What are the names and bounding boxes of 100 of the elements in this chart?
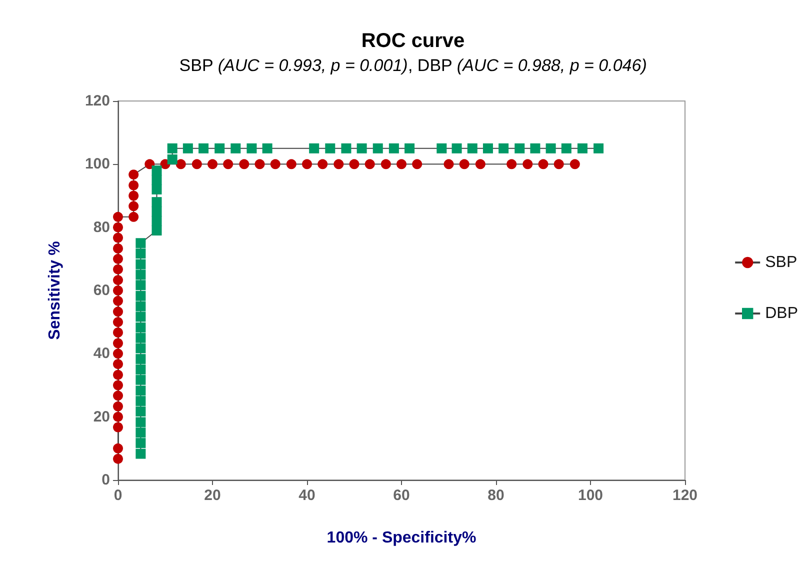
- point: [113, 254, 123, 264]
- point: [113, 370, 123, 380]
- legend-label: SBP: [765, 254, 798, 271]
- point: [136, 438, 146, 448]
- point: [325, 143, 336, 154]
- point: [561, 143, 572, 154]
- point: [136, 280, 146, 290]
- point: [364, 159, 375, 170]
- point: [482, 143, 493, 154]
- point: [136, 248, 146, 259]
- point: [144, 159, 155, 170]
- point: [136, 417, 146, 428]
- y-tick-label: 80: [93, 218, 110, 236]
- point: [136, 448, 146, 459]
- point: [506, 159, 517, 170]
- y-tick-label: 100: [84, 156, 110, 173]
- point: [309, 143, 320, 154]
- point: [113, 232, 123, 243]
- point: [152, 197, 162, 208]
- point: [113, 401, 123, 412]
- chart-subtitle: SBP (AUC = 0.993, p = 0.001), DBP (AUC = 0.988, p = 0.046): [179, 56, 647, 75]
- point: [128, 212, 139, 222]
- point: [113, 317, 123, 328]
- point: [388, 143, 399, 154]
- point: [530, 143, 540, 154]
- point: [113, 412, 123, 422]
- point: [128, 170, 139, 180]
- point: [475, 159, 486, 170]
- point: [167, 154, 178, 164]
- point: [546, 143, 556, 154]
- point: [113, 306, 123, 317]
- point: [459, 159, 470, 170]
- point: [136, 312, 146, 322]
- y-tick-label: 40: [93, 345, 110, 362]
- point: [113, 243, 123, 254]
- point: [113, 390, 123, 401]
- point: [444, 159, 454, 170]
- point: [136, 238, 146, 248]
- point: [372, 143, 383, 154]
- point: [113, 454, 123, 464]
- point: [396, 159, 406, 170]
- point: [208, 159, 218, 170]
- point: [262, 143, 272, 154]
- x-tick-label: 40: [298, 487, 316, 504]
- point: [113, 380, 123, 390]
- point: [136, 290, 146, 301]
- point: [113, 422, 123, 432]
- point: [176, 159, 186, 170]
- point: [136, 428, 146, 438]
- point: [113, 296, 123, 306]
- point: [522, 159, 533, 170]
- point: [467, 143, 478, 154]
- point: [113, 338, 123, 348]
- point: [302, 159, 312, 170]
- point: [270, 159, 280, 170]
- point: [113, 359, 123, 370]
- point: [570, 159, 580, 170]
- point: [436, 143, 447, 154]
- chart-title: ROC curve: [361, 30, 465, 52]
- point: [113, 328, 123, 338]
- point: [152, 165, 162, 176]
- y-tick-label: 20: [93, 408, 110, 426]
- point: [136, 270, 146, 280]
- point: [334, 159, 344, 170]
- point: [198, 143, 209, 154]
- x-tick-label: 120: [672, 487, 698, 504]
- point: [182, 143, 193, 154]
- point: [152, 174, 162, 185]
- point: [113, 212, 123, 222]
- point: [136, 364, 146, 374]
- point: [136, 332, 146, 343]
- legend-label: DBP: [765, 305, 798, 322]
- y-tick-label: 60: [93, 282, 110, 299]
- x-tick-label: 20: [204, 487, 221, 504]
- point: [136, 396, 146, 406]
- point: [214, 143, 225, 154]
- point: [136, 301, 146, 312]
- point: [356, 143, 367, 154]
- x-tick-label: 80: [488, 487, 504, 504]
- point: [128, 201, 139, 212]
- point: [192, 159, 202, 170]
- point: [136, 259, 146, 270]
- point: [404, 143, 415, 154]
- y-tick-label: 120: [84, 92, 110, 110]
- point: [152, 216, 162, 226]
- point: [136, 354, 146, 364]
- x-axis-title: 100% - Specificity%: [326, 530, 476, 546]
- point: [577, 143, 588, 154]
- point: [136, 386, 146, 396]
- point: [286, 159, 296, 170]
- point: [318, 159, 328, 170]
- point: [380, 159, 391, 170]
- point: [349, 159, 360, 170]
- x-tick-label: 100: [578, 487, 604, 504]
- point: [594, 143, 604, 154]
- point: [230, 143, 241, 154]
- point: [167, 143, 178, 154]
- point: [113, 286, 123, 296]
- point: [498, 143, 509, 154]
- point: [113, 443, 123, 454]
